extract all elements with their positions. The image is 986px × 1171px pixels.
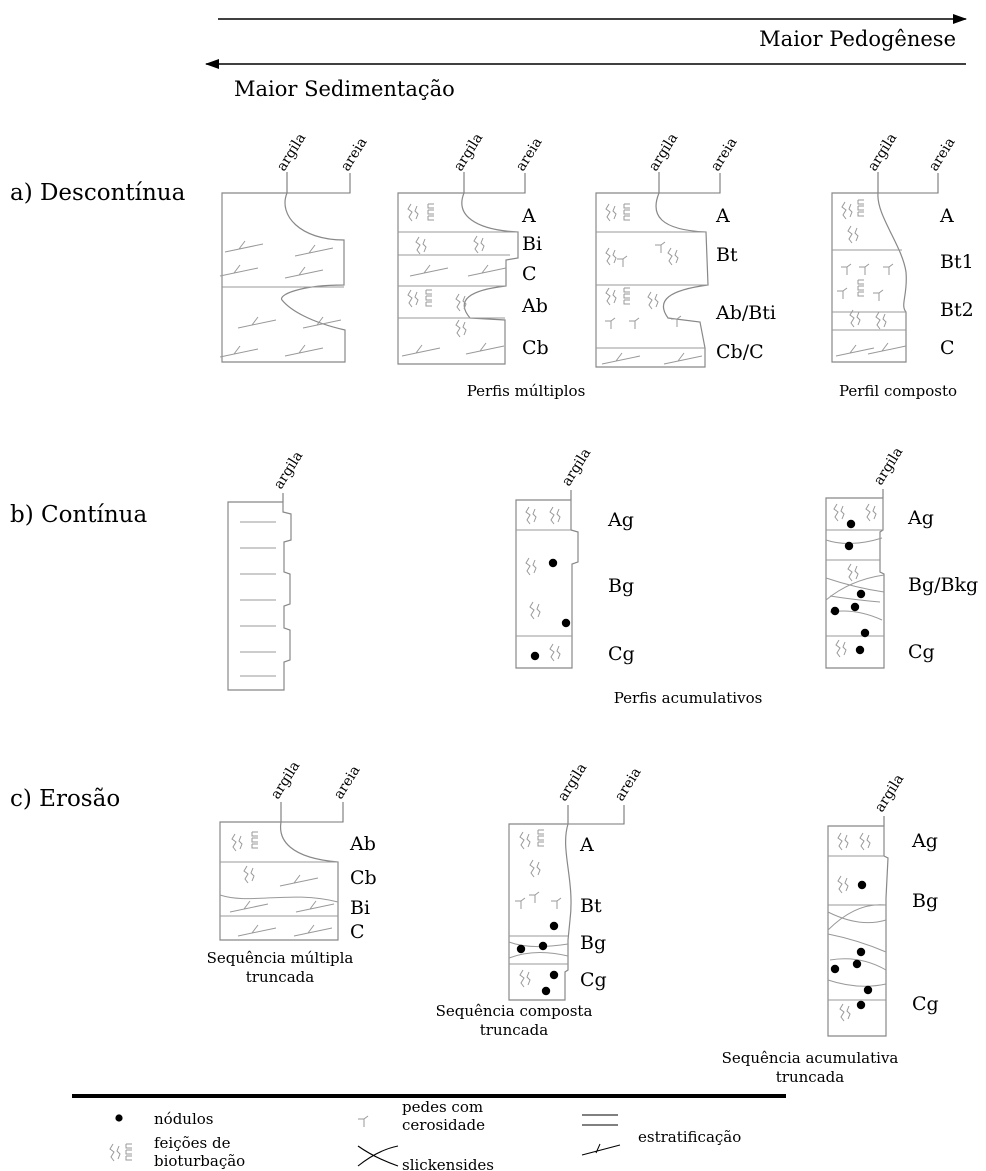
horizon: A xyxy=(579,834,594,856)
horizon: Bg xyxy=(608,575,634,597)
horizon: Bt2 xyxy=(940,299,974,321)
horizon: C xyxy=(522,263,537,285)
horizon: C xyxy=(350,921,365,943)
legend-stratification: estratificação xyxy=(581,1114,741,1156)
sand-label: areia xyxy=(708,135,741,174)
horizon: Cg xyxy=(608,643,635,665)
horizon: Ab xyxy=(349,833,376,855)
profile-b2: argila Ag Bg Cg xyxy=(515,446,635,669)
caption-c2-line1: Sequência composta xyxy=(436,1002,593,1020)
stratification-icon xyxy=(582,1114,618,1126)
caption-composite: Perfil composto xyxy=(839,382,957,400)
horizon: Ag xyxy=(911,830,938,852)
clay-label: argila xyxy=(871,445,906,489)
horizon: A xyxy=(715,205,730,227)
horizon: Ab xyxy=(521,295,548,317)
horizon: C xyxy=(940,337,955,359)
nodule-icon xyxy=(115,1114,123,1122)
sand-label: areia xyxy=(926,135,959,174)
legend-bioturbation: feições de bioturbação xyxy=(109,1134,245,1170)
sand-label: areia xyxy=(331,763,364,802)
legend-nodules: nódulos xyxy=(115,1110,213,1128)
legend-cutans-line1: pedes com xyxy=(402,1098,483,1116)
bioturbation-icon xyxy=(109,1143,133,1162)
profile-b3: argila Ag Bg/Bkg Cg xyxy=(825,445,978,669)
legend-bioturbation-line2: bioturbação xyxy=(154,1152,245,1170)
horizon: Cg xyxy=(912,993,939,1015)
horizon: Cb/C xyxy=(716,341,764,363)
caption-c3-line1: Sequência acumulativa xyxy=(722,1049,899,1067)
profile-c3: argila Ag Bg Cg xyxy=(827,772,939,1037)
clay-label: argila xyxy=(555,761,590,805)
legend-stratification-label: estratificação xyxy=(638,1128,741,1146)
horizon: Bi xyxy=(350,897,370,919)
profile-c2: argila areia A Bt Bg Cg xyxy=(508,761,645,1001)
sand-label: areia xyxy=(513,135,546,174)
legend-slickensides-label: slickensides xyxy=(402,1156,494,1171)
horizon: Bi xyxy=(522,233,542,255)
clay-label: argila xyxy=(451,131,486,175)
horizon: Ag xyxy=(907,507,934,529)
caption-c3-line2: truncada xyxy=(776,1068,844,1086)
legend-slickensides: slickensides xyxy=(357,1145,494,1171)
horizon: Ag xyxy=(607,509,634,531)
horizon: Cg xyxy=(908,641,935,663)
clay-label: argila xyxy=(872,772,907,816)
horizon: Cg xyxy=(580,969,607,991)
clay-label: argila xyxy=(268,759,303,803)
clay-label: argila xyxy=(271,449,306,493)
clay-label: argila xyxy=(646,131,681,175)
cross-stratification-icon xyxy=(581,1143,621,1156)
row-a-label: a) Descontínua xyxy=(10,180,186,206)
caption-cumulative: Perfis acumulativos xyxy=(614,689,763,707)
horizon: Bg xyxy=(912,890,938,912)
sand-label: areia xyxy=(338,135,371,174)
horizon: Bt xyxy=(580,895,602,917)
horizon: Cb xyxy=(350,867,377,889)
profile-a4: argila areia A Bt1 Bt2 C xyxy=(831,131,974,363)
sedimentation-label: Maior Sedimentação xyxy=(234,77,455,101)
row-c-label: c) Erosão xyxy=(10,786,120,812)
caption-multiple: Perfis múltiplos xyxy=(467,382,586,400)
profile-a1: argila areia xyxy=(219,131,371,363)
sand-label: areia xyxy=(612,765,645,804)
horizon: A xyxy=(939,205,954,227)
caption-c2-line2: truncada xyxy=(480,1021,548,1039)
legend-cutans-line2: cerosidade xyxy=(402,1116,485,1134)
horizon: Cb xyxy=(522,337,549,359)
clay-label: argila xyxy=(865,131,900,175)
ped-cutan-icon xyxy=(357,1115,369,1128)
row-b-label: b) Contínua xyxy=(10,502,147,528)
profile-c1: argila areia Ab Cb Bi C xyxy=(219,759,377,943)
horizon: Bt xyxy=(716,244,738,266)
profile-b1: argila xyxy=(227,449,306,691)
slickensides-icon xyxy=(357,1145,399,1167)
profile-a2: argila areia A Bi C Ab Cb xyxy=(397,131,549,365)
profile-a3: argila areia A Bt Ab/Bti Cb/C xyxy=(595,131,776,368)
clay-label: argila xyxy=(274,131,309,175)
pedogenesis-label: Maior Pedogênese xyxy=(759,27,956,51)
legend-cutans: pedes com cerosidade xyxy=(357,1098,485,1134)
clay-label: argila xyxy=(559,446,594,490)
legend-nodules-label: nódulos xyxy=(154,1110,213,1128)
caption-c1-line2: truncada xyxy=(246,968,314,986)
caption-c1-line1: Sequência múltipla xyxy=(207,949,354,967)
horizon: Bg/Bkg xyxy=(908,574,978,596)
horizon: Bt1 xyxy=(940,251,974,273)
horizon: A xyxy=(521,205,536,227)
horizon: Bg xyxy=(580,932,606,954)
horizon: Ab/Bti xyxy=(715,302,776,324)
legend-bioturbation-line1: feições de xyxy=(154,1134,231,1152)
